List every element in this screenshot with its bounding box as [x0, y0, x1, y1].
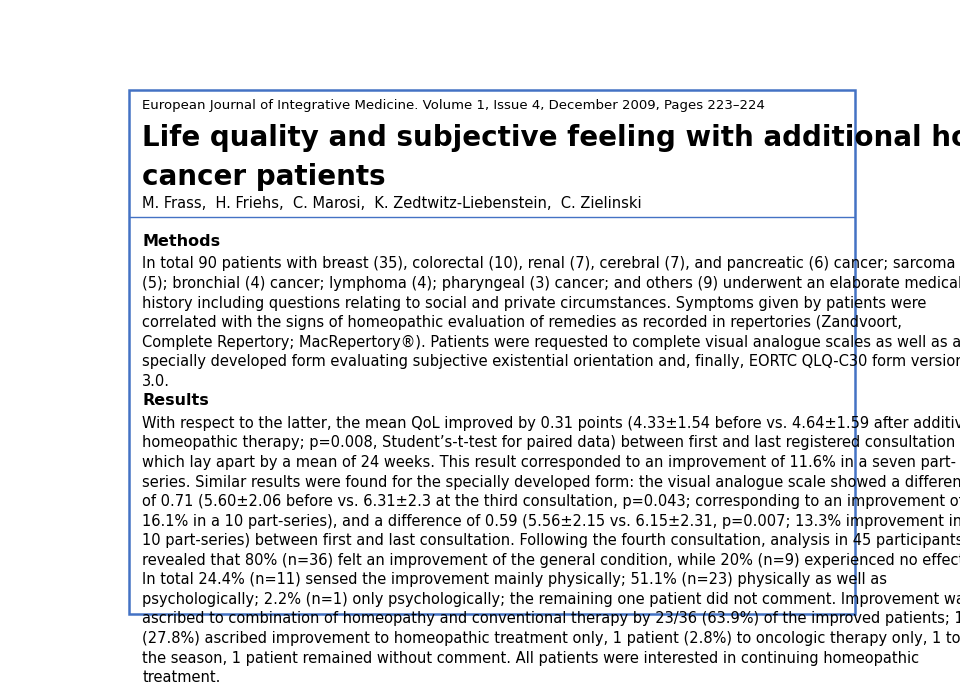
Text: Life quality and subjective feeling with additional homeopathic treatment in: Life quality and subjective feeling with…	[142, 125, 960, 153]
Text: In total 90 patients with breast (35), colorectal (10), renal (7), cerebral (7),: In total 90 patients with breast (35), c…	[142, 256, 960, 389]
Text: M. Frass,  H. Friehs,  C. Marosi,  K. Zedtwitz-Liebenstein,  C. Zielinski: M. Frass, H. Friehs, C. Marosi, K. Zedtw…	[142, 197, 642, 211]
Text: cancer patients: cancer patients	[142, 163, 386, 191]
Text: With respect to the latter, the mean QoL improved by 0.31 points (4.33±1.54 befo: With respect to the latter, the mean QoL…	[142, 416, 960, 685]
Text: European Journal of Integrative Medicine. Volume 1, Issue 4, December 2009, Page: European Journal of Integrative Medicine…	[142, 99, 765, 112]
FancyBboxPatch shape	[129, 90, 855, 614]
Text: Methods: Methods	[142, 234, 221, 249]
Text: Results: Results	[142, 393, 209, 408]
